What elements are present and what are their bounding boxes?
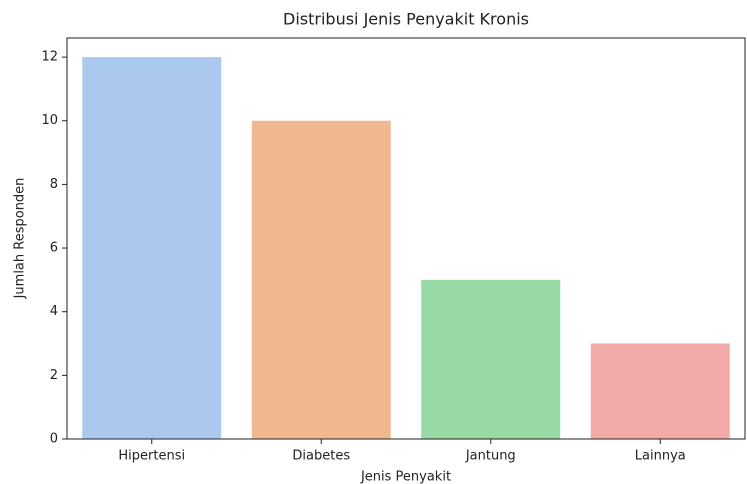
y-tick-label: 0: [50, 432, 58, 447]
y-tick-label: 6: [50, 241, 58, 256]
chart-title: Distribusi Jenis Penyakit Kronis: [283, 10, 529, 29]
x-tick-label: Diabetes: [292, 449, 350, 464]
y-tick-label: 4: [50, 304, 58, 319]
bar: [82, 57, 222, 439]
y-tick-label: 10: [41, 113, 58, 128]
y-axis-label: Jumlah Responden: [13, 178, 28, 300]
x-tick-label: Jantung: [465, 449, 516, 464]
x-axis-label: Jenis Penyakit: [360, 470, 451, 484]
plot-frame: [66, 37, 746, 440]
x-tick-label: Lainnya: [635, 449, 686, 464]
x-tick-label: Hipertensi: [118, 449, 185, 464]
bar: [421, 279, 561, 439]
y-tick-label: 2: [50, 368, 58, 383]
bar: [251, 120, 391, 439]
y-tick-label: 8: [50, 177, 58, 192]
y-tick-label: 12: [41, 50, 58, 65]
bar: [590, 343, 730, 439]
